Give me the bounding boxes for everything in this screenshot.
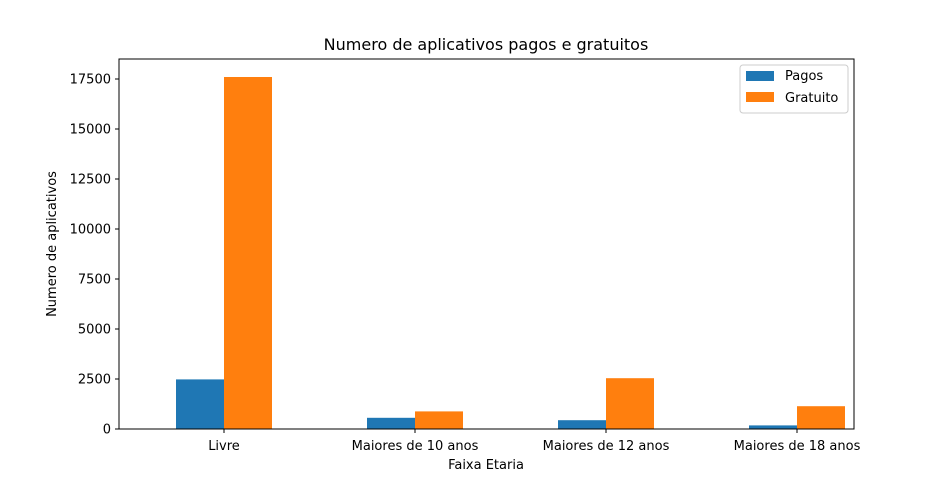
bar-gratuito-maiores-de-12-anos bbox=[606, 378, 654, 429]
x-tick-label-maiores-de-18-anos: Maiores de 18 anos bbox=[734, 439, 861, 454]
bar-gratuito-maiores-de-10-anos bbox=[415, 411, 463, 429]
x-axis-ticks: Livre Maiores de 10 anos Maiores de 12 ano… bbox=[208, 429, 861, 454]
chart-title: Numero de aplicativos pagos e gratuitos bbox=[324, 35, 649, 54]
legend-label-pagos: Pagos bbox=[785, 69, 823, 84]
y-tick-label: 0 bbox=[103, 423, 111, 438]
bar-pagos-maiores-de-12-anos bbox=[558, 420, 606, 429]
y-axis-ticks: 0 2500 5000 7500 10000 12500 15000 17500 bbox=[70, 73, 119, 438]
y-axis-label: Numero de aplicativos bbox=[45, 171, 60, 317]
x-tick-label-maiores-de-12-anos: Maiores de 12 anos bbox=[543, 439, 670, 454]
plot-area-frame bbox=[118, 58, 855, 430]
bar-gratuito-livre bbox=[224, 77, 272, 429]
legend-label-gratuito: Gratuito bbox=[785, 91, 838, 106]
y-tick-label: 2500 bbox=[78, 373, 111, 388]
y-tick-label: 7500 bbox=[78, 273, 111, 288]
x-tick-label-livre: Livre bbox=[208, 439, 240, 454]
bar-pagos-maiores-de-18-anos bbox=[749, 425, 797, 429]
legend-swatch-pagos bbox=[746, 71, 774, 81]
bar-pagos-maiores-de-10-anos bbox=[367, 417, 415, 429]
y-tick-label: 5000 bbox=[78, 323, 111, 338]
y-tick-label: 17500 bbox=[70, 73, 111, 88]
y-tick-label: 10000 bbox=[70, 223, 111, 238]
bar-pagos-livre bbox=[176, 379, 224, 429]
bars-layer bbox=[176, 77, 845, 429]
x-axis-label: Faixa Etaria bbox=[448, 458, 524, 473]
legend: Pagos Gratuito bbox=[739, 64, 849, 114]
x-tick-label-maiores-de-10-anos: Maiores de 10 anos bbox=[352, 439, 479, 454]
y-tick-label: 12500 bbox=[70, 173, 111, 188]
y-tick-label: 15000 bbox=[70, 123, 111, 138]
bar-gratuito-maiores-de-18-anos bbox=[797, 406, 845, 429]
legend-swatch-gratuito bbox=[746, 92, 774, 102]
